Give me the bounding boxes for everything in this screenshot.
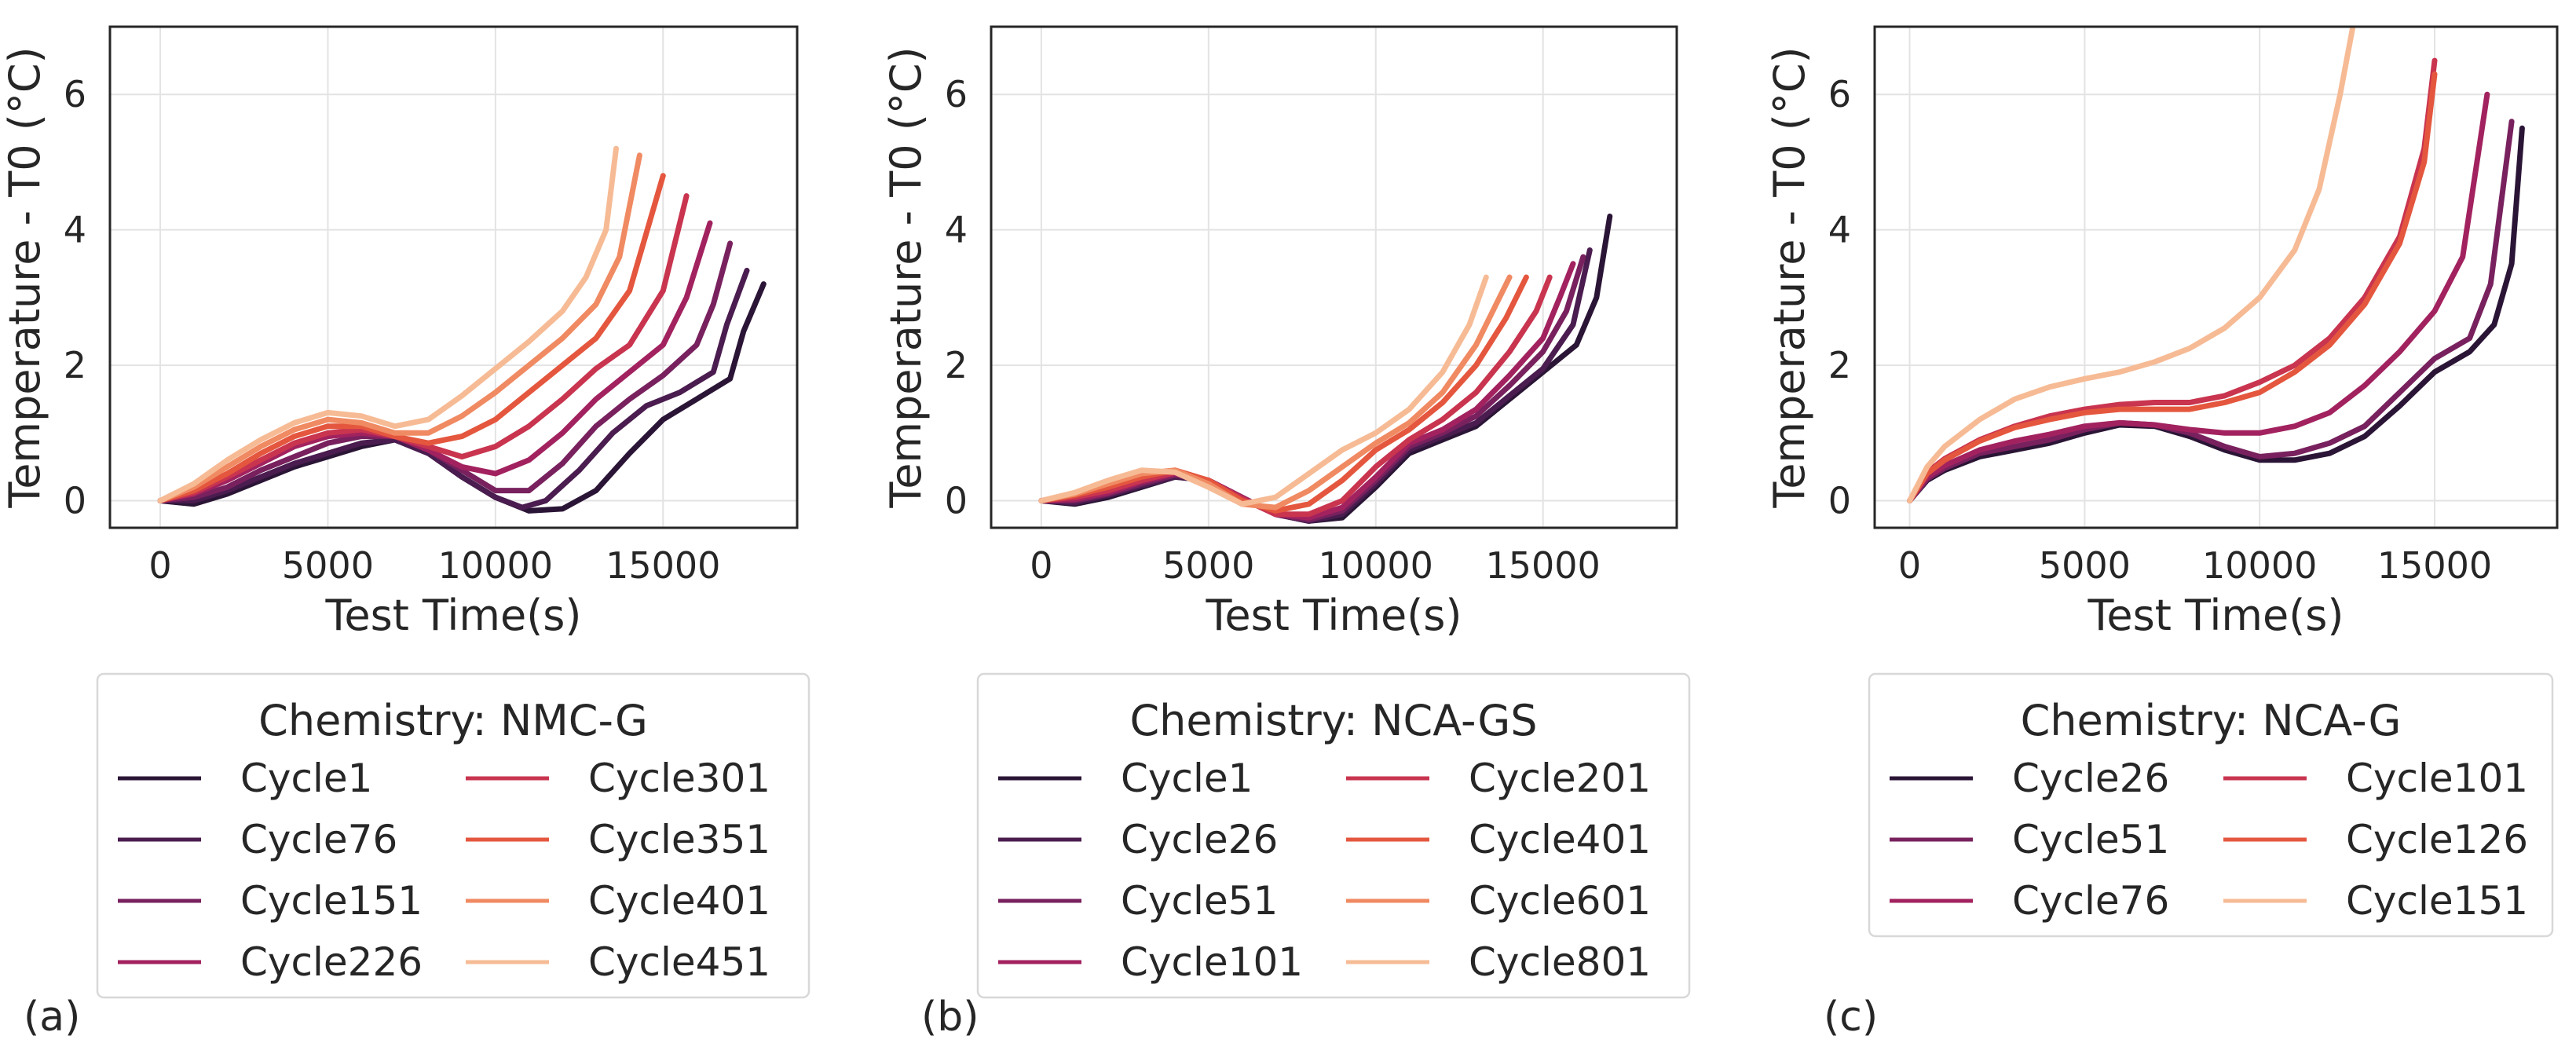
series-line-cycle401 <box>157 152 642 503</box>
y-tick-label: 6 <box>1828 73 1851 115</box>
plot-frame <box>990 25 1678 529</box>
legend-item-label: Cycle76 <box>2012 878 2169 924</box>
legend-item-label: Cycle76 <box>240 817 397 862</box>
chart-panel-2: 0 5000 10000 15000 0 2 4 6 Test Time(s) Temperatu… <box>881 25 1691 1041</box>
legend-item-label: Cycle1 <box>240 756 372 801</box>
x-tick-label: 10000 <box>438 544 553 587</box>
series-group <box>1907 27 2525 503</box>
series-line-cycle76 <box>1907 91 2490 503</box>
y-axis-label: Temperature - T0 (°C) <box>881 46 931 508</box>
legend-item-label: Cycle151 <box>2346 878 2528 924</box>
legend-item-label: Cycle26 <box>1121 817 1278 862</box>
series-line-cycle801 <box>1038 274 1489 507</box>
x-tick-label: 0 <box>1898 544 1921 587</box>
y-axis-label: Temperature - T0 (°C) <box>1765 46 1814 508</box>
legend-item-label: Cycle1 <box>1121 756 1253 801</box>
y-tick-label: 6 <box>945 73 968 115</box>
x-tick-label: 15000 <box>2377 544 2492 587</box>
y-axis-label: Temperature - T0 (°C) <box>0 46 49 508</box>
legend-item-label: Cycle401 <box>1469 817 1651 862</box>
series-line-cycle451 <box>157 145 619 503</box>
series-line-cycle101 <box>1907 57 2438 503</box>
legend-item-label: Cycle451 <box>588 939 770 985</box>
x-axis-label: Test Time(s) <box>1206 591 1462 640</box>
legend-item-label: Cycle601 <box>1469 878 1651 924</box>
series-line-cycle126 <box>1907 71 2438 503</box>
plot-frame <box>1873 25 2559 529</box>
series-line-cycle51 <box>1907 119 2515 503</box>
legend-item-label: Cycle201 <box>1469 756 1651 801</box>
x-tick-label: 5000 <box>1162 544 1254 587</box>
series-line-cycle201 <box>1038 274 1553 518</box>
x-tick-label: 15000 <box>1485 544 1600 587</box>
chart-panel-3: 0 5000 10000 15000 0 2 4 6 Test Time(s) Temperatu… <box>1765 25 2559 1041</box>
y-tick-label: 4 <box>945 209 968 251</box>
series-line-cycle26 <box>1907 125 2525 503</box>
x-tick-label: 0 <box>1030 544 1052 587</box>
legend-title: Chemistry: NMC-G <box>258 696 648 745</box>
x-tick-label: 5000 <box>2039 544 2131 587</box>
x-tick-label: 15000 <box>606 544 720 587</box>
legend-title: Chemistry: NCA-G <box>2021 696 2402 745</box>
legend-item-label: Cycle401 <box>588 878 770 924</box>
series-line-cycle151 <box>157 240 734 503</box>
panel-label: (c) <box>1824 994 1878 1041</box>
series-line-cycle401 <box>1038 274 1529 514</box>
legend-title: Chemistry: NCA-GS <box>1129 696 1537 745</box>
series-line-cycle351 <box>157 173 666 503</box>
series-line-cycle151 <box>1907 27 2356 503</box>
legend-box <box>976 672 1691 999</box>
x-axis-label: Test Time(s) <box>2088 591 2344 640</box>
y-tick-label: 2 <box>1828 344 1851 386</box>
y-tick-label: 0 <box>945 480 968 522</box>
y-tick-label: 2 <box>945 344 968 386</box>
legend-item-label: Cycle301 <box>588 756 770 801</box>
series-line-cycle301 <box>157 193 690 503</box>
series-line-cycle226 <box>157 220 713 503</box>
series-line-cycle76 <box>157 267 750 511</box>
legend-item-label: Cycle126 <box>2346 817 2528 862</box>
legend-item-label: Cycle101 <box>2346 756 2528 801</box>
series-line-cycle601 <box>1038 274 1513 511</box>
legend-item-label: Cycle226 <box>240 939 423 985</box>
y-tick-label: 6 <box>64 73 86 115</box>
y-tick-label: 0 <box>64 480 86 522</box>
legend-item-label: Cycle101 <box>1121 939 1303 985</box>
x-tick-label: 10000 <box>1319 544 1433 587</box>
x-tick-label: 5000 <box>282 544 374 587</box>
panel-label: (b) <box>921 994 979 1041</box>
y-tick-label: 4 <box>64 209 86 251</box>
x-axis-label: Test Time(s) <box>325 591 582 640</box>
y-tick-label: 2 <box>64 344 86 386</box>
chart-panel-1: 0 5000 10000 15000 0 2 4 6 Test Time(s) Temperatu… <box>0 25 810 1041</box>
y-tick-label: 0 <box>1828 480 1851 522</box>
series-group <box>157 145 767 514</box>
plot-frame <box>108 25 799 529</box>
legend-item-label: Cycle151 <box>240 878 423 924</box>
legend-box <box>1868 672 2554 938</box>
legend-item-label: Cycle51 <box>1121 878 1278 924</box>
x-tick-label: 10000 <box>2202 544 2317 587</box>
legend-item-label: Cycle51 <box>2012 817 2169 862</box>
legend-box <box>96 672 810 999</box>
panel-label: (a) <box>24 994 80 1041</box>
series-group <box>1038 213 1613 524</box>
y-tick-label: 4 <box>1828 209 1851 251</box>
legend-item-label: Cycle26 <box>2012 756 2169 801</box>
legend-item-label: Cycle801 <box>1469 939 1651 985</box>
legend-item-label: Cycle351 <box>588 817 770 862</box>
x-tick-label: 0 <box>148 544 171 587</box>
